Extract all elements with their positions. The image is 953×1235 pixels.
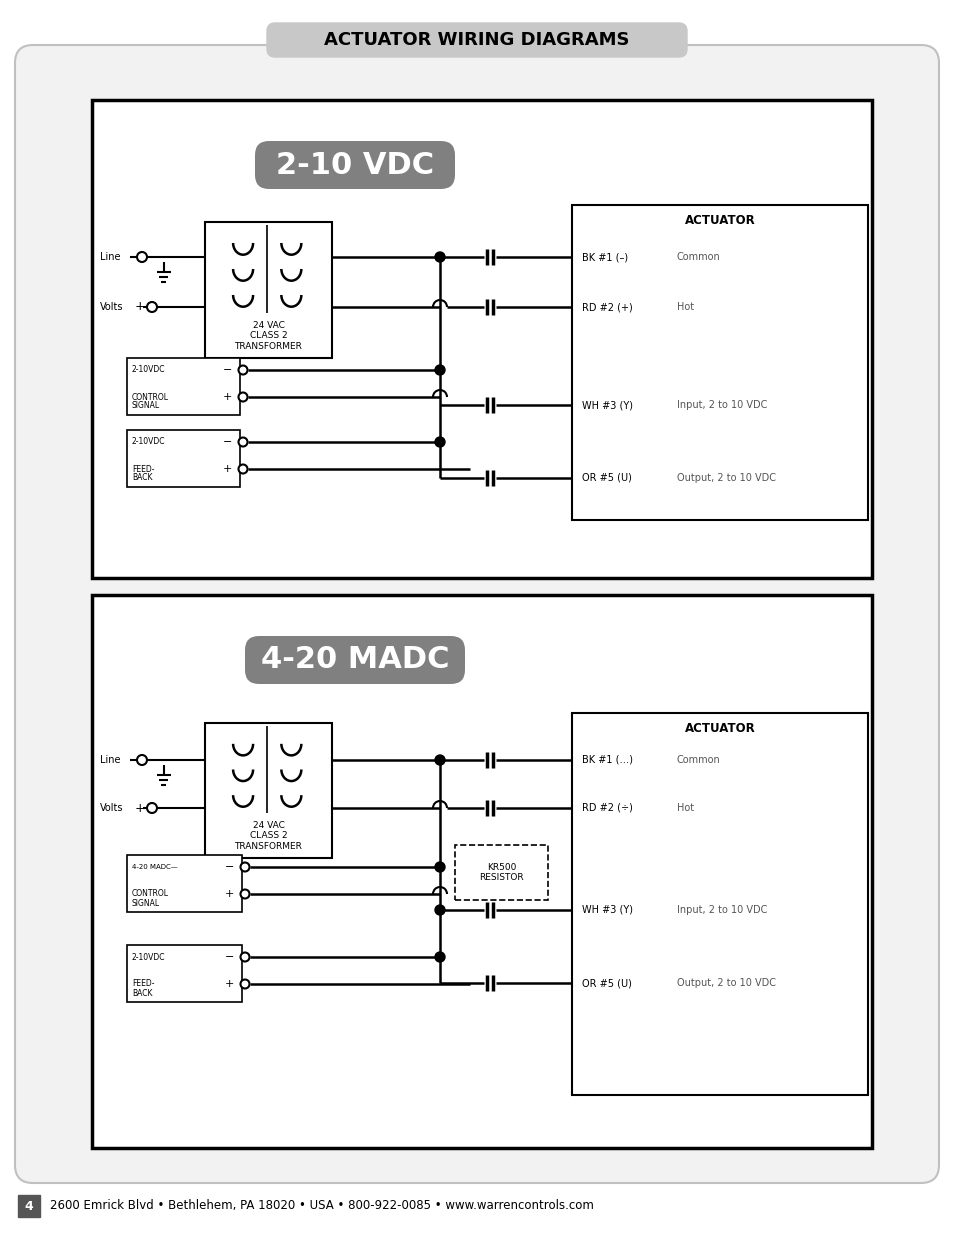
Text: FEED-: FEED- [132,464,154,473]
Bar [127,945,242,1002]
Bar [18,1195,40,1216]
Text: 2-10 VDC: 2-10 VDC [275,151,434,179]
Bar [127,855,242,911]
Text: +: + [224,889,233,899]
Text: RD #2 (+): RD #2 (+) [581,303,632,312]
Text: Input, 2 to 10 VDC: Input, 2 to 10 VDC [677,400,766,410]
Circle shape [137,252,147,262]
Circle shape [238,393,247,401]
Text: 4-20 MADC—: 4-20 MADC— [132,864,177,869]
Text: 2-10VDC: 2-10VDC [132,437,165,447]
Text: Hot: Hot [677,303,694,312]
Text: +: + [135,300,146,314]
Circle shape [435,862,444,872]
Text: BK #1 (…): BK #1 (…) [581,755,633,764]
Circle shape [435,755,444,764]
Text: +: + [224,979,233,989]
Circle shape [240,952,250,962]
Text: 4-20 MADC: 4-20 MADC [260,646,449,674]
Text: +: + [222,464,232,474]
Text: −: − [224,862,233,872]
Circle shape [147,303,157,312]
Text: 24 VAC
CLASS 2
TRANSFORMER: 24 VAC CLASS 2 TRANSFORMER [234,321,302,351]
Text: Input, 2 to 10 VDC: Input, 2 to 10 VDC [677,905,766,915]
Text: FEED-: FEED- [132,979,154,988]
FancyBboxPatch shape [15,44,938,1183]
Text: ACTUATOR: ACTUATOR [684,722,755,736]
Bar [205,222,332,358]
FancyBboxPatch shape [254,141,455,189]
Text: OR #5 (U): OR #5 (U) [581,978,631,988]
Text: WH #3 (Y): WH #3 (Y) [581,905,633,915]
Text: Line: Line [100,252,120,262]
Circle shape [240,979,250,988]
Text: −: − [222,437,232,447]
Text: Volts: Volts [100,803,123,813]
Text: OR #5 (U): OR #5 (U) [581,473,631,483]
Circle shape [238,366,247,374]
Bar [91,595,871,1149]
Text: Common: Common [677,252,720,262]
Text: 2600 Emrick Blvd • Bethlehem, PA 18020 • USA • 800-922-0085 • www.warrencontrols: 2600 Emrick Blvd • Bethlehem, PA 18020 •… [50,1199,594,1213]
Text: Output, 2 to 10 VDC: Output, 2 to 10 VDC [677,978,775,988]
Text: +: + [135,802,146,815]
Text: SIGNAL: SIGNAL [132,899,160,908]
Text: Common: Common [677,755,720,764]
Bar [572,713,867,1095]
Text: CONTROL: CONTROL [132,889,169,899]
Text: Hot: Hot [677,803,694,813]
Text: BACK: BACK [132,473,152,483]
Circle shape [435,437,444,447]
Bar [91,100,871,578]
Bar [127,358,240,415]
Text: Line: Line [100,755,120,764]
Text: RD #2 (÷): RD #2 (÷) [581,803,632,813]
Bar [205,722,332,858]
Text: 24 VAC
CLASS 2
TRANSFORMER: 24 VAC CLASS 2 TRANSFORMER [234,821,302,851]
Bar [455,845,547,900]
Bar [127,430,240,487]
Circle shape [240,889,250,899]
Text: Volts: Volts [100,303,123,312]
FancyBboxPatch shape [267,23,686,57]
Text: +: + [222,391,232,403]
Text: ACTUATOR WIRING DIAGRAMS: ACTUATOR WIRING DIAGRAMS [324,31,629,49]
FancyBboxPatch shape [245,636,464,684]
Circle shape [435,252,444,262]
Text: KR500
RESISTOR: KR500 RESISTOR [478,863,523,882]
Text: WH #3 (Y): WH #3 (Y) [581,400,633,410]
Text: −: − [222,366,232,375]
Text: CONTROL: CONTROL [132,393,169,401]
Text: −: − [224,952,233,962]
Circle shape [137,755,147,764]
Circle shape [435,905,444,915]
Circle shape [238,464,247,473]
Bar [572,205,867,520]
Text: SIGNAL: SIGNAL [132,401,160,410]
Text: BACK: BACK [132,988,152,998]
Text: ACTUATOR: ACTUATOR [684,215,755,227]
Circle shape [147,803,157,813]
Text: 2-10VDC: 2-10VDC [132,366,165,374]
Circle shape [238,437,247,447]
Text: 4: 4 [25,1199,33,1213]
Text: 2-10VDC: 2-10VDC [132,952,165,962]
Circle shape [435,952,444,962]
Circle shape [240,862,250,872]
Text: BK #1 (–): BK #1 (–) [581,252,627,262]
Circle shape [435,366,444,375]
Text: Output, 2 to 10 VDC: Output, 2 to 10 VDC [677,473,775,483]
